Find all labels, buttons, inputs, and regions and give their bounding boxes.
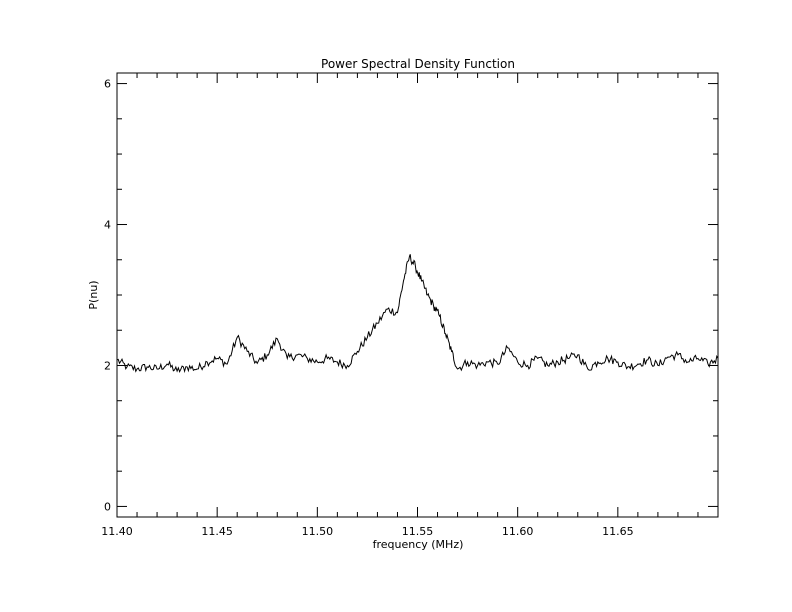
y-tick-label: 0 <box>104 500 111 513</box>
y-tick-label: 2 <box>104 359 111 372</box>
x-axis-label: frequency (MHz) <box>373 538 464 551</box>
x-tick-label: 11.55 <box>402 525 434 538</box>
chart-title: Power Spectral Density Function <box>321 57 515 71</box>
x-tick-label: 11.45 <box>201 525 233 538</box>
x-tick-label: 11.50 <box>302 525 334 538</box>
y-axis-label: P(nu) <box>87 280 100 309</box>
axis-ticks <box>116 73 719 517</box>
x-tick-label: 11.40 <box>101 525 133 538</box>
psd-series-line <box>116 254 719 374</box>
x-tick-label: 11.65 <box>602 525 634 538</box>
y-tick-label: 4 <box>104 219 111 232</box>
series-layer <box>116 254 719 374</box>
axis-tick-labels: 11.40 11.45 11.50 11.55 11.60 11.65 0 2 4 6 <box>101 78 633 538</box>
y-tick-label: 6 <box>104 78 111 91</box>
x-tick-label: 11.60 <box>502 525 534 538</box>
